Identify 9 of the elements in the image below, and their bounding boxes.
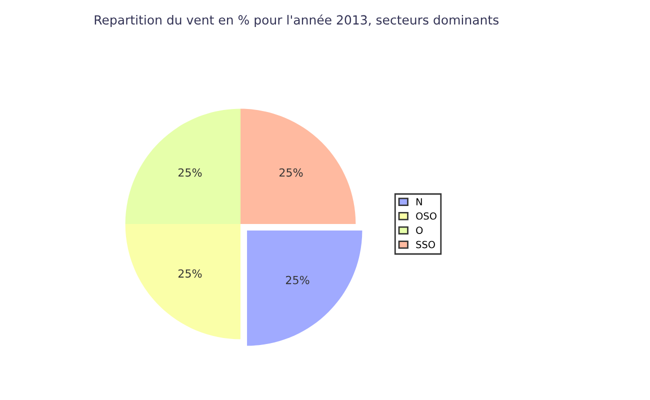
legend-label: OSO — [416, 212, 436, 220]
data-label: 25% — [178, 168, 202, 177]
data-label: 25% — [279, 168, 303, 177]
legend-label: N — [416, 198, 422, 206]
legend-label: SSO — [416, 240, 435, 248]
data-label: 25% — [178, 269, 202, 278]
legend-label: O — [416, 226, 423, 234]
chart-title: Repartition du vent en % pour l'année 2013, secteurs dominants — [94, 14, 499, 28]
data-label: 25% — [286, 276, 310, 284]
